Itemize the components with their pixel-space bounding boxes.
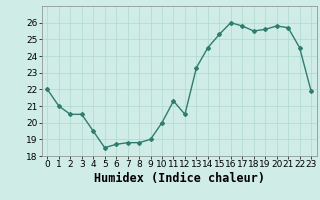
X-axis label: Humidex (Indice chaleur): Humidex (Indice chaleur) [94, 172, 265, 185]
